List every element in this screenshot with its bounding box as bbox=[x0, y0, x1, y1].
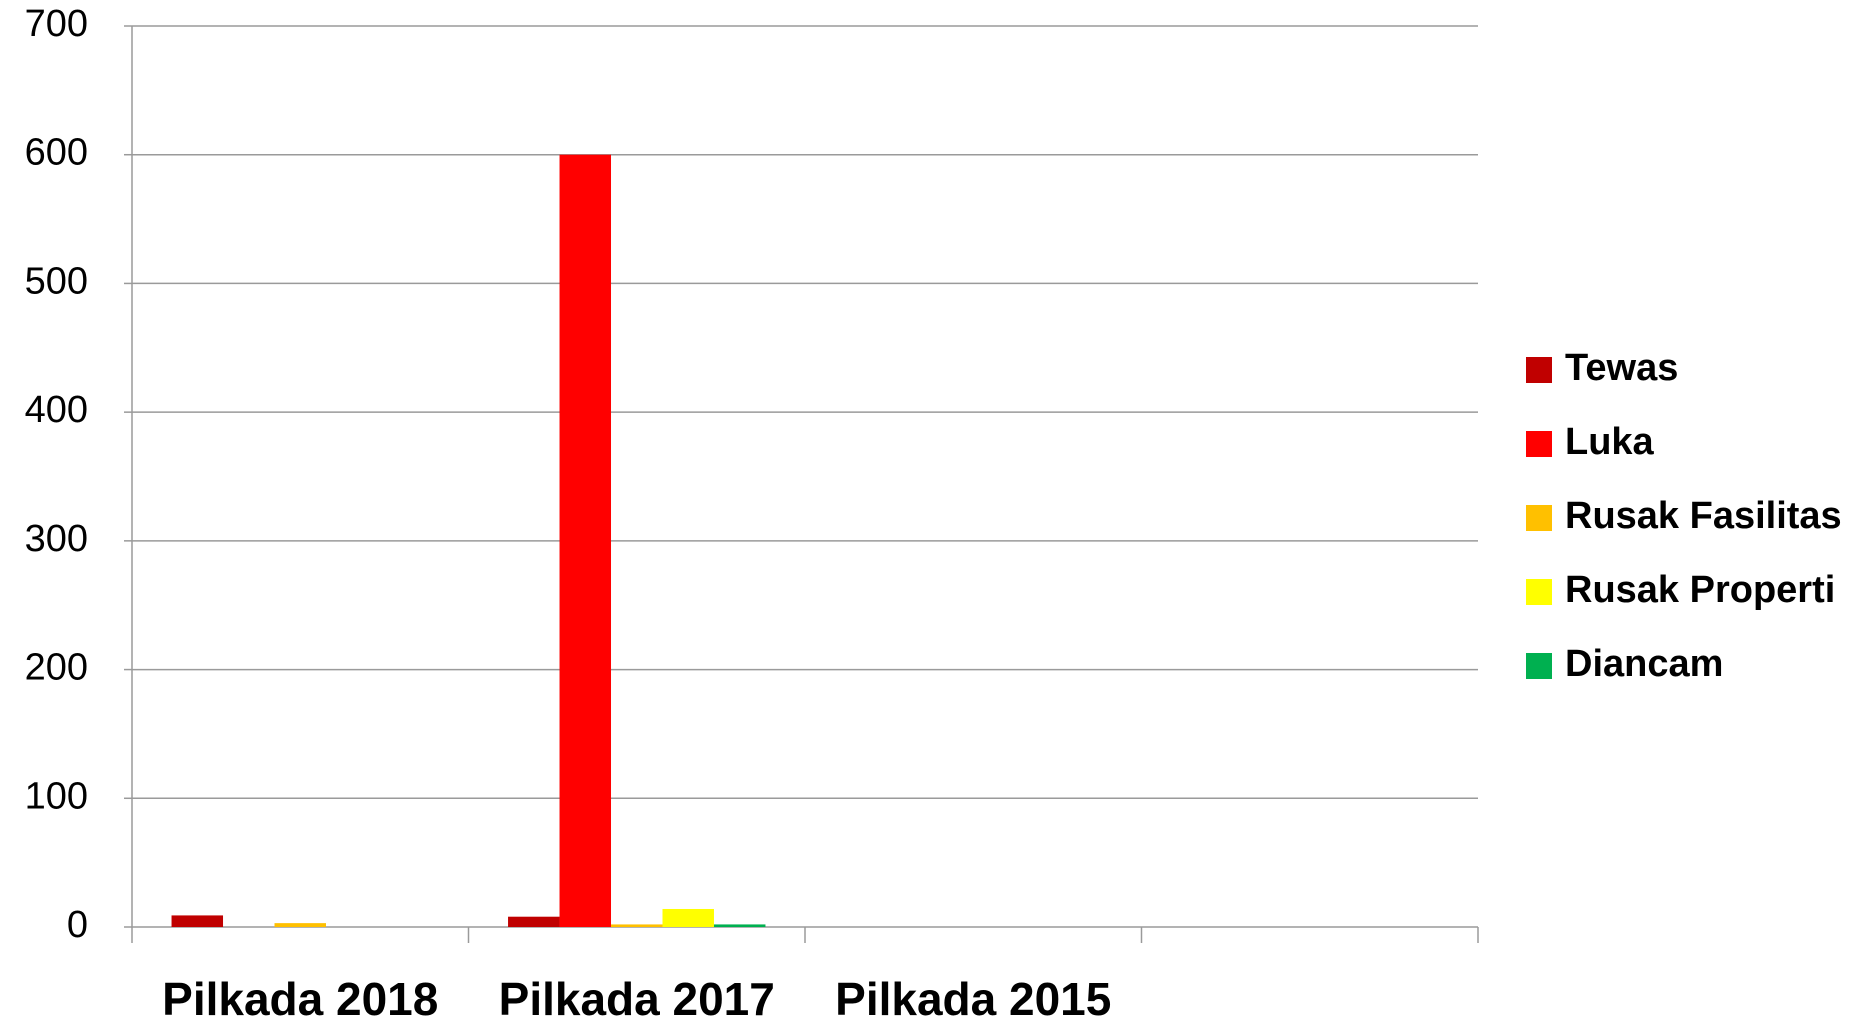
legend-swatch bbox=[1526, 357, 1552, 383]
y-tick-label: 600 bbox=[25, 132, 88, 174]
legend-label: Rusak Properti bbox=[1565, 569, 1835, 611]
bar bbox=[662, 908, 714, 927]
bar bbox=[508, 916, 560, 927]
y-tick-label: 300 bbox=[25, 518, 88, 560]
bar bbox=[559, 154, 612, 927]
bar bbox=[274, 923, 326, 927]
legend-label: Diancam bbox=[1565, 643, 1723, 685]
y-tick-label: 700 bbox=[25, 3, 88, 45]
y-tick-label: 0 bbox=[67, 904, 88, 946]
legend-swatch bbox=[1526, 579, 1552, 605]
legend-label: Tewas bbox=[1565, 347, 1678, 389]
x-tick-label: Pilkada 2015 bbox=[835, 973, 1111, 1020]
legend-swatch bbox=[1526, 505, 1552, 531]
y-tick-label: 500 bbox=[25, 260, 88, 302]
legend-swatch bbox=[1526, 653, 1552, 679]
legend-label: Luka bbox=[1565, 421, 1655, 463]
y-tick-label: 200 bbox=[25, 647, 88, 689]
x-tick-label: Pilkada 2017 bbox=[499, 973, 775, 1020]
y-tick-label: 100 bbox=[25, 775, 88, 817]
bar bbox=[713, 924, 766, 927]
bar bbox=[171, 915, 224, 927]
legend-label: Rusak Fasilitas bbox=[1565, 495, 1842, 537]
legend-swatch bbox=[1526, 431, 1552, 457]
y-tick-label: 400 bbox=[25, 389, 88, 431]
bar bbox=[611, 924, 663, 927]
x-tick-label: Pilkada 2018 bbox=[162, 973, 438, 1020]
